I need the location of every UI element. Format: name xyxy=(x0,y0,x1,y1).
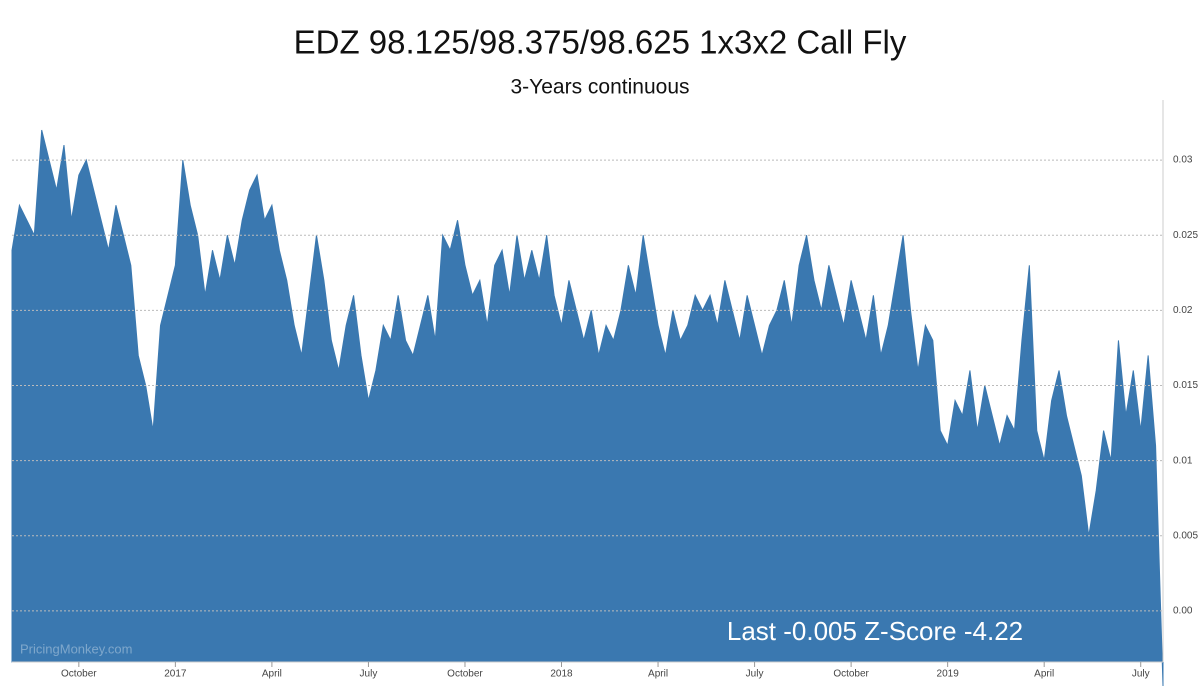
y-tick-label: 0.025 xyxy=(1173,230,1198,241)
x-tick-label: July xyxy=(360,669,378,680)
x-tick-label: 2017 xyxy=(164,669,187,680)
x-tick-label: October xyxy=(61,669,97,680)
x-tick-label: July xyxy=(1132,669,1150,680)
x-tick-label: October xyxy=(833,669,869,680)
x-tick-label: April xyxy=(1034,669,1054,680)
x-tick-label: 2019 xyxy=(937,669,960,680)
x-tick-label: April xyxy=(262,669,282,680)
y-tick-label: 0.02 xyxy=(1173,305,1193,316)
chart-title: EDZ 98.125/98.375/98.625 1x3x2 Call Fly xyxy=(294,24,907,61)
chart-subtitle: 3-Years continuous xyxy=(510,76,689,99)
y-tick-label: 0.03 xyxy=(1173,155,1193,166)
area xyxy=(11,129,1164,687)
y-tick-label: 0.00 xyxy=(1173,606,1193,617)
y-tick-label: 0.015 xyxy=(1173,380,1198,391)
watermark: PricingMonkey.com xyxy=(20,641,132,656)
annotation: Last -0.005 Z-Score -4.22 xyxy=(727,616,1023,646)
x-tick-label: 2018 xyxy=(550,669,573,680)
x-tick-label: July xyxy=(746,669,764,680)
y-tick-label: 0.01 xyxy=(1173,455,1193,466)
x-tick-label: April xyxy=(648,669,668,680)
y-tick-label: 0.005 xyxy=(1173,530,1198,541)
x-tick-label: October xyxy=(447,669,483,680)
